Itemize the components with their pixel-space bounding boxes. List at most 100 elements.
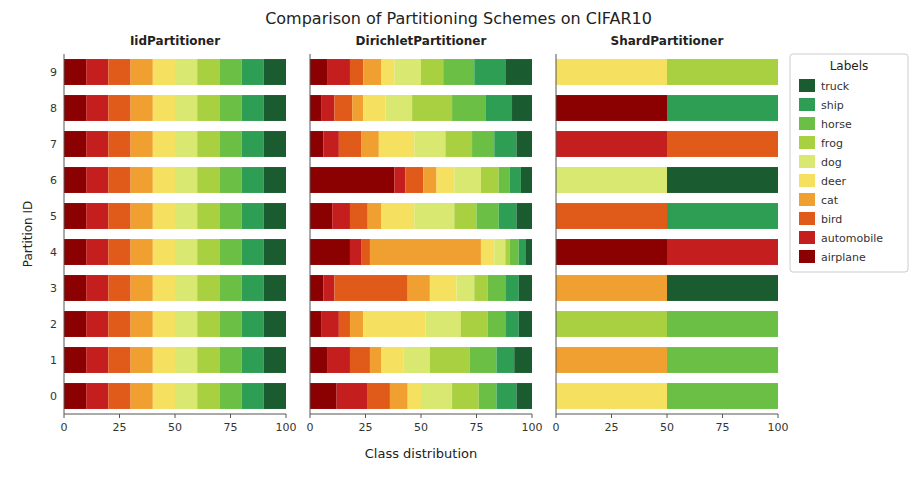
legend-title: Labels (830, 59, 869, 73)
x-tick-label: 25 (605, 421, 619, 434)
bar-segment (477, 203, 499, 229)
bar-segment (153, 275, 175, 301)
bar-segment (778, 59, 779, 85)
x-tick-label: 100 (276, 421, 297, 434)
bar-segment (337, 383, 368, 409)
bar-segment (64, 275, 86, 301)
bar-segment (370, 239, 481, 265)
panel-title: ShardPartitioner (611, 34, 724, 48)
bar-segment (153, 383, 175, 409)
bar-segment (667, 203, 778, 229)
bar-segment (108, 347, 130, 373)
bar-segment (499, 167, 510, 193)
bar-segment (505, 311, 518, 337)
x-tick (667, 414, 668, 418)
y-tick-label: 2 (50, 318, 57, 331)
bar-segment (197, 239, 219, 265)
y-tick-label: 7 (50, 138, 57, 151)
x-tick-label: 50 (414, 421, 428, 434)
bar-segment (474, 275, 487, 301)
bar-segment (64, 239, 86, 265)
bar-segment (86, 131, 108, 157)
bar-segment (510, 167, 521, 193)
legend-label: cat (821, 194, 839, 207)
bar-segment (443, 59, 474, 85)
bar-segment (86, 59, 108, 85)
bars (64, 59, 286, 409)
bar-segment (363, 311, 425, 337)
bar-segment (108, 131, 130, 157)
y-tick-label: 9 (50, 66, 57, 79)
bars (556, 59, 778, 409)
bar-segment (556, 347, 667, 373)
bar-segment (310, 59, 328, 85)
x-tick-label: 0 (307, 421, 314, 434)
legend-label: airplane (821, 251, 866, 264)
bar-segment (368, 383, 390, 409)
bar-segment (350, 311, 363, 337)
bar-segment (310, 347, 328, 373)
bar-segment (175, 203, 197, 229)
x-tick-label: 25 (113, 421, 127, 434)
bar-segment (778, 311, 779, 337)
bar-segment (778, 131, 779, 157)
bar-segment (778, 131, 779, 157)
bar-segment (264, 311, 286, 337)
bar-segment (452, 95, 485, 121)
y-tick-label: 3 (50, 282, 57, 295)
bar-segment (556, 383, 667, 409)
bar-segment (175, 167, 197, 193)
bar-segment (219, 203, 241, 229)
bar-segment (219, 347, 241, 373)
bar-segment (412, 95, 452, 121)
panel: DirichletPartitioner0255075100 (307, 34, 543, 434)
bar-segment (445, 131, 472, 157)
x-tick (64, 414, 65, 418)
x-tick-label: 75 (470, 421, 484, 434)
x-tick (611, 414, 612, 418)
bar-segment (108, 275, 130, 301)
bar-segment (153, 95, 175, 121)
bar-segment (510, 239, 519, 265)
bar-segment (197, 203, 219, 229)
bar-segment (64, 95, 86, 121)
bar-segment (175, 275, 197, 301)
legend-swatch (799, 212, 815, 225)
x-tick-label: 50 (168, 421, 182, 434)
bar-segment (197, 383, 219, 409)
bar-segment (363, 95, 385, 121)
bar-segment (488, 275, 506, 301)
bar-segment (219, 311, 241, 337)
legend-swatch (799, 117, 815, 130)
bar-segment (437, 167, 455, 193)
bar-segment (381, 347, 403, 373)
bar-segment (368, 203, 381, 229)
bar-segment (108, 59, 130, 85)
bar-segment (352, 95, 363, 121)
bar-segment (86, 95, 108, 121)
bar-segment (556, 167, 667, 193)
bar-segment (525, 239, 532, 265)
bar-segment (481, 239, 494, 265)
bar-segment (452, 383, 479, 409)
x-tick-label: 0 (61, 421, 68, 434)
bar-segment (350, 239, 361, 265)
bar-segment (86, 383, 108, 409)
bar-segment (556, 239, 667, 265)
bar-segment (403, 347, 430, 373)
legend: Labelstruckshiphorsefrogdogdeercatbirdau… (790, 54, 908, 272)
bar-segment (472, 131, 494, 157)
bar-segment (197, 275, 219, 301)
bar-segment (108, 239, 130, 265)
bar-segment (64, 131, 86, 157)
panel: IidPartitioner02550751000123456789Partit… (21, 34, 297, 434)
legend-label: horse (821, 118, 852, 131)
chart: Comparison of Partitioning Schemes on CI… (0, 0, 917, 484)
x-axis-label: Class distribution (365, 446, 477, 461)
bar-segment (108, 383, 130, 409)
bar-segment (394, 167, 405, 193)
bar-segment (414, 203, 454, 229)
bar-segment (131, 311, 153, 337)
bar-segment (64, 383, 86, 409)
bar-segment (361, 131, 379, 157)
